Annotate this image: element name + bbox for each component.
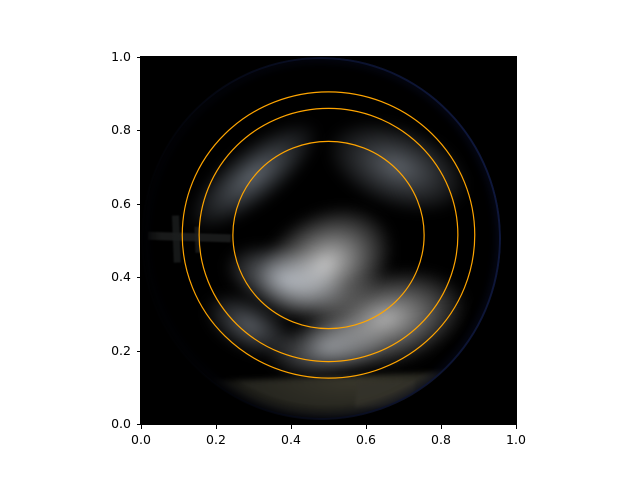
x-tick-mark [366, 425, 367, 429]
axes-image-panel [141, 57, 516, 424]
zenith-ring-3 [181, 91, 476, 379]
x-tick-label-text: 1.0 [506, 432, 526, 447]
x-tick-mark [441, 425, 442, 429]
zenith-ring-1 [232, 140, 425, 330]
y-tick-mark [136, 277, 140, 279]
axis-spine-right [516, 56, 517, 425]
x-tick-label-text: 0.6 [356, 432, 376, 447]
x-tick-mark [216, 425, 217, 429]
axis-spine-top [140, 56, 517, 57]
x-tick-label-text: 0.2 [206, 432, 226, 447]
x-tick-label-text: 0.8 [431, 432, 451, 447]
zenith-ring-overlay [181, 91, 476, 379]
zenith-ring-2 [198, 107, 459, 363]
y-tick-label-text: 0.4 [111, 269, 131, 285]
y-tick-mark [136, 57, 140, 58]
y-tick-mark [136, 424, 140, 425]
y-tick-label-text: 0.8 [111, 122, 131, 138]
x-tick-label-text: 0.0 [131, 432, 151, 447]
y-tick-label-text: 1.0 [111, 49, 131, 64]
y-tick-label-text: 0.0 [111, 416, 131, 431]
x-tick-mark [516, 425, 517, 429]
x-tick-mark [291, 425, 292, 429]
axis-spine-bottom [140, 424, 517, 425]
axis-spine-left [140, 56, 141, 425]
x-tick-mark [141, 425, 142, 429]
all-sky-image [141, 57, 516, 424]
y-tick-mark [136, 130, 140, 132]
lens-vignette [141, 57, 516, 424]
y-tick-mark [136, 350, 140, 352]
y-tick-label-text: 0.6 [111, 195, 131, 211]
y-tick-mark [136, 203, 140, 205]
x-tick-label-text: 0.4 [281, 432, 301, 447]
y-tick-label-text: 0.2 [111, 342, 131, 358]
